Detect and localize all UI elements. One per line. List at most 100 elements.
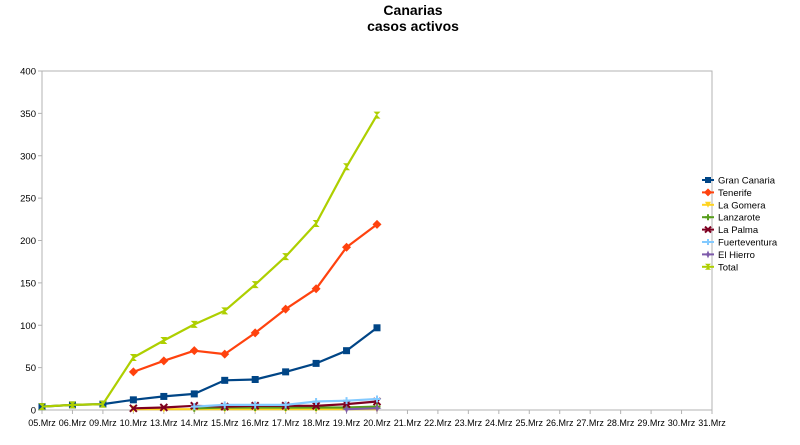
data-point [343, 163, 351, 171]
series-el-hierro [342, 403, 382, 414]
y-tick-label: 300 [20, 151, 36, 162]
series-line-el-hierro [346, 407, 378, 411]
x-tick-label: 29.Mrz [637, 418, 665, 428]
data-point [282, 401, 290, 409]
data-point [159, 403, 169, 412]
data-point [221, 307, 229, 315]
y-tick-label: 400 [20, 67, 36, 78]
legend-label: Tenerife [718, 188, 752, 199]
data-point [160, 392, 168, 400]
legend-item-la-gomera: La Gomera [702, 200, 766, 211]
x-tick-label: 09.Mrz [89, 418, 117, 428]
data-point [312, 398, 320, 406]
x-tick-label: 19.Mrz [333, 418, 361, 428]
legend-item-la-palma: La Palma [702, 225, 759, 236]
data-point [251, 281, 259, 289]
x-tick-label: 30.Mrz [668, 418, 696, 428]
data-point [705, 263, 711, 270]
x-tick-label: 05.Mrz [28, 418, 56, 428]
data-point [343, 397, 351, 405]
x-tick-label: 21.Mrz [394, 418, 422, 428]
data-point [373, 111, 381, 119]
data-point [373, 395, 381, 403]
data-point [704, 225, 712, 234]
x-tick-label: 28.Mrz [607, 418, 635, 428]
data-point [38, 403, 46, 411]
data-point [311, 401, 321, 410]
series-gran-canaria [38, 324, 381, 411]
y-tick-label: 200 [20, 236, 36, 247]
x-tick-label: 13.Mrz [150, 418, 178, 428]
y-tick-label: 0 [31, 406, 36, 417]
x-tick-label: 26.Mrz [546, 418, 574, 428]
legend-item-fuerteventura: Fuerteventura [702, 238, 778, 249]
chart-title: Canarias [383, 2, 442, 18]
data-point [343, 347, 351, 355]
legend-item-el-hierro: El Hierro [702, 250, 755, 261]
x-tick-label: 23.Mrz [455, 418, 483, 428]
data-point [190, 403, 198, 411]
data-point [189, 346, 199, 356]
data-point [312, 220, 320, 228]
series-tenerife [128, 219, 382, 377]
legend-label: La Gomera [718, 200, 766, 211]
y-tick-label: 100 [20, 321, 36, 332]
series-fuerteventura [190, 395, 381, 411]
data-point [129, 396, 137, 404]
data-point [342, 242, 352, 252]
legend-label: El Hierro [718, 250, 755, 261]
data-point [373, 324, 381, 332]
series-line-tenerife [133, 223, 378, 373]
data-point [99, 400, 107, 408]
legend-item-gran-canaria: Gran Canaria [702, 176, 776, 187]
x-tick-label: 10.Mrz [120, 418, 148, 428]
data-point [705, 177, 711, 183]
x-tick-label: 31.Mrz [698, 418, 726, 428]
y-tick-label: 250 [20, 194, 36, 205]
data-point [704, 250, 712, 259]
data-point [312, 359, 320, 367]
data-point [128, 367, 138, 377]
legend-label: Fuerteventura [718, 238, 778, 249]
data-point [281, 304, 291, 314]
data-point [190, 390, 198, 398]
x-tick-label: 14.Mrz [181, 418, 209, 428]
x-tick-label: 15.Mrz [211, 418, 239, 428]
chart-subtitle: casos activos [367, 18, 459, 34]
x-tick-label: 27.Mrz [576, 418, 604, 428]
x-tick-label: 16.Mrz [241, 418, 269, 428]
data-point [160, 337, 168, 345]
legend-item-total: Total [702, 262, 738, 273]
data-point [342, 404, 352, 414]
x-tick-label: 20.Mrz [363, 418, 391, 428]
y-tick-label: 150 [20, 278, 36, 289]
x-tick-label: 18.Mrz [302, 418, 330, 428]
plot-area: 0 50 100 150 200 250 300 350 400 05.Mrz 06.Mrz 09.M… [20, 67, 726, 429]
data-point [705, 239, 711, 245]
data-point [221, 376, 229, 384]
legend-label: La Palma [718, 225, 759, 236]
data-point [221, 401, 229, 409]
data-point [220, 349, 230, 359]
legend-item-tenerife: Tenerife [702, 188, 752, 199]
legend-item-lanzarote: Lanzarote [702, 213, 760, 224]
series-total [38, 111, 381, 411]
x-tick-label: 06.Mrz [59, 418, 87, 428]
x-tick-label: 22.Mrz [424, 418, 452, 428]
data-point [372, 403, 382, 413]
data-point [705, 214, 711, 221]
data-point [251, 375, 259, 383]
plot-frame [41, 70, 713, 411]
data-point [311, 284, 321, 294]
y-tick-label: 350 [20, 109, 36, 120]
data-point [68, 401, 76, 409]
y-tick-label: 50 [25, 363, 36, 374]
x-tick-label: 25.Mrz [516, 418, 544, 428]
x-tick-label: 24.Mrz [485, 418, 513, 428]
data-point [129, 404, 138, 413]
data-point [159, 356, 169, 366]
data-point [282, 368, 290, 376]
data-point [704, 188, 712, 197]
